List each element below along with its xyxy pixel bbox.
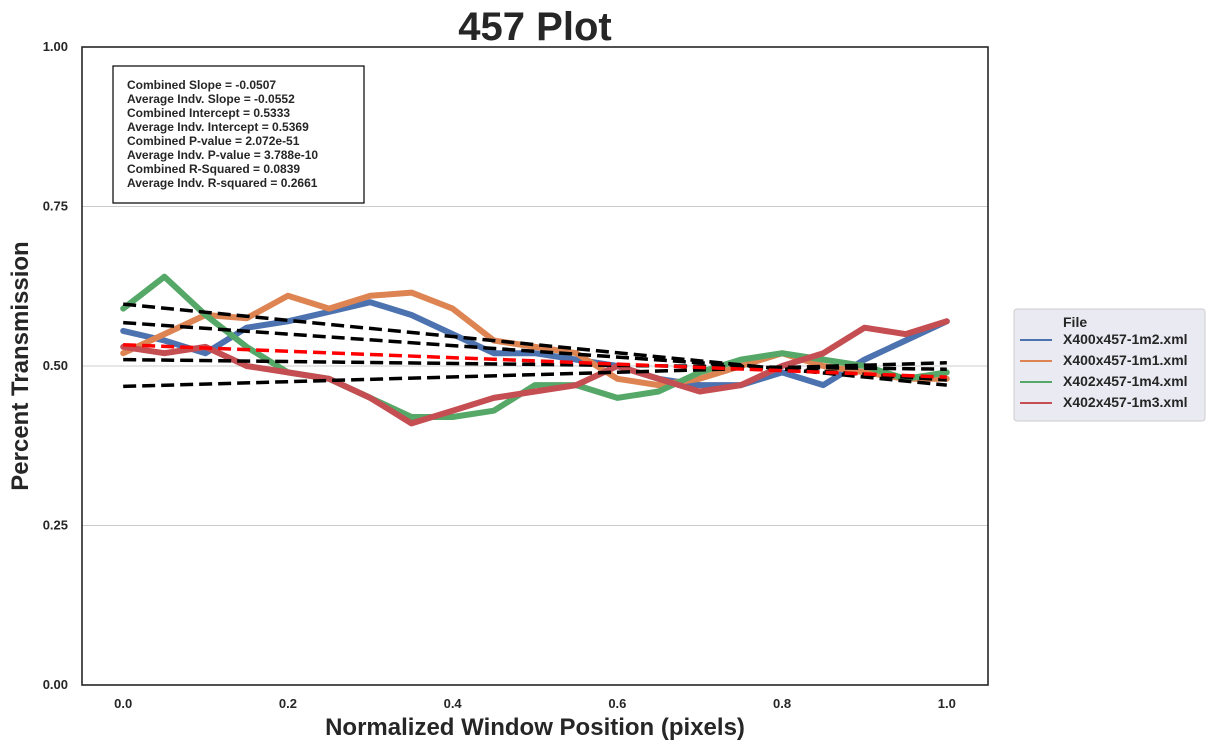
x-tick-label: 1.0: [938, 696, 956, 711]
series-layer: [120, 273, 950, 427]
chart-title: 457 Plot: [458, 5, 611, 49]
y-tick-label: 0.75: [43, 199, 68, 214]
x-tick-label: 0.2: [279, 696, 297, 711]
stats-line: Combined Intercept = 0.5333: [127, 106, 290, 120]
legend-title: File: [1063, 314, 1087, 330]
stats-line: Combined Slope = -0.0507: [127, 78, 276, 92]
x-tick-label: 0.0: [114, 696, 132, 711]
stats-line: Combined R-Squared = 0.0839: [127, 162, 300, 176]
stats-line: Average Indv. Slope = -0.0552: [127, 92, 295, 106]
x-tick-label: 0.8: [773, 696, 791, 711]
legend-label: X402x457-1m4.xml: [1063, 373, 1188, 389]
combined-fit-line: [123, 343, 947, 379]
stats-line: Average Indv. P-value = 3.788e-10: [127, 148, 318, 162]
legend-label: X400x457-1m1.xml: [1063, 352, 1188, 368]
x-tick-label: 0.6: [608, 696, 626, 711]
y-axis-label: Percent Transmission: [7, 241, 34, 490]
plot-frame: [81, 46, 989, 686]
stats-line: Average Indv. R-squared = 0.2661: [127, 176, 318, 190]
y-tick-labels: 0.00 0.25 0.50 0.75 1.00: [43, 39, 68, 692]
y-tick-label: 0.00: [43, 677, 68, 692]
series-line: [120, 289, 950, 389]
x-tick-label: 0.4: [444, 696, 463, 711]
fit-lines-layer: [123, 302, 947, 389]
stats-line: Combined P-value = 2.072e-51: [127, 134, 300, 148]
legend-label: X402x457-1m3.xml: [1063, 394, 1188, 410]
individual-fit-line: [123, 361, 947, 389]
legend-label: X400x457-1m2.xml: [1063, 331, 1188, 347]
x-tick-labels: 0.0 0.2 0.4 0.6 0.8 1.0: [114, 696, 956, 711]
x-axis-label: Normalized Window Position (pixels): [325, 714, 745, 741]
legend: File X400x457-1m2.xml X400x457-1m1.xml X40…: [1013, 308, 1206, 422]
y-tick-label: 1.00: [43, 39, 68, 54]
y-tick-label: 0.50: [43, 358, 68, 373]
y-tick-label: 0.25: [43, 518, 68, 533]
series-line: [120, 299, 950, 389]
series-line: [120, 318, 950, 427]
stats-line: Average Indv. Intercept = 0.5369: [127, 120, 309, 134]
